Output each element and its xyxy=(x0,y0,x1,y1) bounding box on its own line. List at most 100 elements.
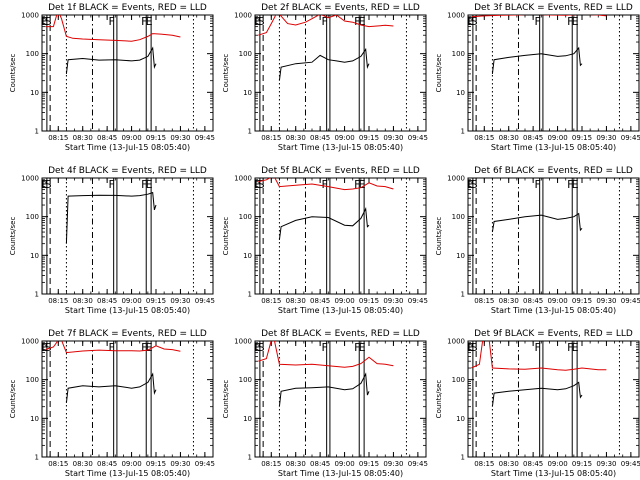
y-tick-label: 10 xyxy=(243,252,252,260)
y-tick-label: 1000 xyxy=(234,175,252,183)
panel-title: Det 3f BLACK = Events, RED = LLD xyxy=(474,3,633,13)
x-tick-label: 09:00 xyxy=(547,134,567,142)
y-tick-label: 10 xyxy=(456,252,465,260)
x-tick-label: 09:30 xyxy=(383,134,403,142)
x-tick-label: 09:00 xyxy=(334,460,354,468)
time-marker-label: E xyxy=(572,341,579,354)
x-tick-label: 08:30 xyxy=(499,297,519,305)
y-tick-label: 10 xyxy=(30,89,39,97)
time-marker-label: F xyxy=(108,15,114,28)
time-marker-label: S xyxy=(471,178,478,191)
y-tick-label: 10 xyxy=(243,415,252,423)
x-tick-label: 09:45 xyxy=(195,134,215,142)
y-tick-label: 1000 xyxy=(21,338,39,346)
x-tick-label: 09:45 xyxy=(408,134,428,142)
lld-series-line xyxy=(45,341,181,354)
events-series-line xyxy=(65,191,157,244)
panel-title: Det 1f BLACK = Events, RED = LLD xyxy=(48,3,207,13)
y-tick-label: 10 xyxy=(30,415,39,423)
x-tick-label: 08:15 xyxy=(261,460,281,468)
lld-series-line xyxy=(258,341,394,368)
y-tick-label: 100 xyxy=(239,50,252,58)
detector-panel: Det 7f BLACK = Events, RED = LLD 1 10 100 10… xyxy=(9,329,215,478)
detector-panel: Det 6f BLACK = Events, RED = LLD 1 10 100 10… xyxy=(435,166,640,315)
time-marker-label: S xyxy=(258,178,265,191)
time-marker-label: E xyxy=(146,15,153,28)
x-tick-label: 09:30 xyxy=(170,134,190,142)
y-tick-label: 1000 xyxy=(447,338,465,346)
y-tick-label: 1 xyxy=(248,128,252,136)
detector-panel: Det 8f BLACK = Events, RED = LLD 1 10 100 10… xyxy=(222,329,428,478)
x-tick-label: 09:45 xyxy=(621,297,640,305)
time-marker-label: F xyxy=(534,15,540,28)
x-tick-label: 09:45 xyxy=(408,460,428,468)
lld-series-line xyxy=(45,15,181,42)
x-tick-label: 08:30 xyxy=(73,460,93,468)
plot-frame xyxy=(254,177,427,295)
time-marker-label: F xyxy=(141,341,147,354)
y-tick-label: 1000 xyxy=(234,12,252,20)
x-tick-label: 08:15 xyxy=(48,297,68,305)
y-tick-label: 1 xyxy=(461,128,465,136)
panel-title: Det 8f BLACK = Events, RED = LLD xyxy=(261,329,420,339)
x-tick-label: 08:45 xyxy=(523,297,543,305)
plot-frame xyxy=(41,340,214,458)
events-series-line xyxy=(491,381,583,407)
x-axis-title: Start Time (13-Jul-15 08:05:40) xyxy=(278,306,403,315)
x-tick-label: 08:45 xyxy=(97,297,117,305)
x-tick-label: 09:30 xyxy=(383,460,403,468)
x-tick-label: 09:15 xyxy=(572,134,592,142)
x-tick-label: 08:30 xyxy=(73,297,93,305)
time-marker-label: F xyxy=(354,15,360,28)
events-series-line xyxy=(65,372,157,403)
detector-panel: Det 1f BLACK = Events, RED = LLD 1 10 100 10… xyxy=(9,3,215,152)
plot-frame xyxy=(41,14,214,132)
x-tick-label: 08:30 xyxy=(286,460,306,468)
x-axis-title: Start Time (13-Jul-15 08:05:40) xyxy=(65,469,190,478)
y-tick-label: 100 xyxy=(239,213,252,221)
time-marker-label: F xyxy=(354,341,360,354)
y-tick-label: 1000 xyxy=(447,175,465,183)
x-tick-label: 08:15 xyxy=(474,460,494,468)
time-marker-label: S xyxy=(45,341,52,354)
y-tick-label: 100 xyxy=(452,213,465,221)
x-tick-label: 09:00 xyxy=(334,134,354,142)
detector-panel: Det 4f BLACK = Events, RED = LLD 1 10 100 10… xyxy=(9,166,215,315)
time-marker-label: E xyxy=(467,15,474,28)
time-marker-label: F xyxy=(321,341,327,354)
time-marker-label: S xyxy=(258,341,265,354)
x-tick-label: 08:45 xyxy=(310,134,330,142)
x-tick-label: 08:45 xyxy=(310,460,330,468)
y-tick-label: 10 xyxy=(456,415,465,423)
x-tick-label: 09:15 xyxy=(572,460,592,468)
x-tick-label: 08:30 xyxy=(499,134,519,142)
x-tick-label: 09:15 xyxy=(146,297,166,305)
lld-series-line xyxy=(258,178,394,191)
y-tick-label: 1 xyxy=(35,454,39,462)
events-series-line xyxy=(65,46,157,74)
time-marker-label: E xyxy=(254,178,261,191)
time-marker-label: E xyxy=(41,178,48,191)
y-tick-label: 10 xyxy=(243,89,252,97)
x-axis-title: Start Time (13-Jul-15 08:05:40) xyxy=(491,469,616,478)
y-tick-label: 1 xyxy=(461,454,465,462)
x-axis-title: Start Time (13-Jul-15 08:05:40) xyxy=(278,143,403,152)
time-marker-label: E xyxy=(41,341,48,354)
time-marker-label: E xyxy=(41,15,48,28)
time-marker-label: S xyxy=(45,15,52,28)
x-tick-label: 08:15 xyxy=(261,297,281,305)
plot-frame xyxy=(467,177,640,295)
plot-frame xyxy=(467,340,640,458)
x-tick-label: 08:45 xyxy=(523,134,543,142)
y-axis-title: Counts/sec xyxy=(435,217,443,256)
time-marker-label: S xyxy=(471,341,478,354)
time-marker-label: E xyxy=(146,341,153,354)
x-tick-label: 09:45 xyxy=(621,134,640,142)
x-tick-label: 09:15 xyxy=(146,134,166,142)
y-axis-title: Counts/sec xyxy=(222,380,230,419)
y-tick-label: 1000 xyxy=(21,12,39,20)
time-marker-label: S xyxy=(45,178,52,191)
panel-title: Det 2f BLACK = Events, RED = LLD xyxy=(261,3,420,13)
y-axis-title: Counts/sec xyxy=(9,217,17,256)
